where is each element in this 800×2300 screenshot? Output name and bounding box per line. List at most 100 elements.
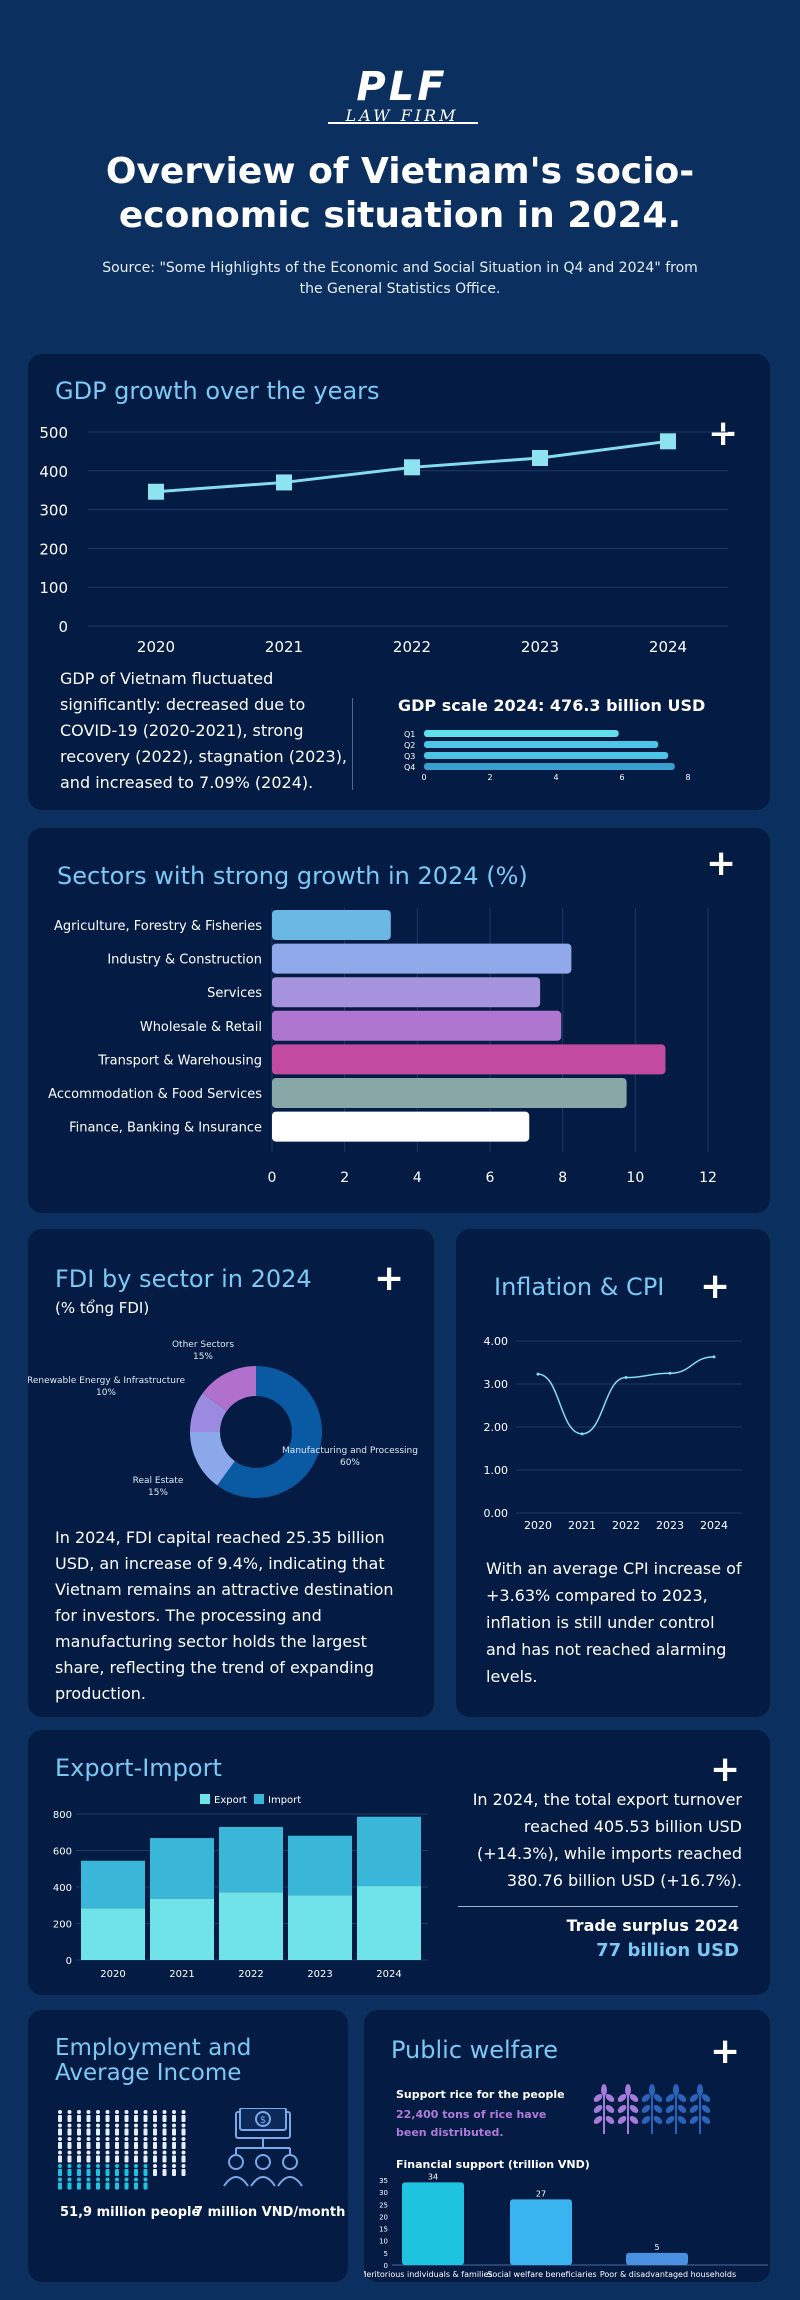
person-icon-body [115,2182,119,2190]
trade-y-tick: 400 [53,1883,72,1894]
person-icon-body [153,2155,157,2163]
employment-income: 7 million VND/month [194,2205,346,2220]
person-icon [153,2110,157,2114]
gdp-expand-button[interactable]: + [708,413,739,454]
person-icon [162,2137,167,2141]
welfare-x-tick: Meritorious individuals & families [364,2270,493,2279]
inflation-expand-button[interactable]: + [700,1266,731,1307]
person-icon [86,2110,91,2114]
sectors-bar [272,977,541,1008]
person-icon-body [105,2115,110,2122]
person-icon [58,2110,62,2114]
person-icon-body [134,2155,138,2163]
sectors-x-tick: 8 [558,1170,567,1186]
welfare-bar [626,2252,688,2265]
fdi-slice-label: Manufacturing and Processing [282,1446,418,1456]
person-icon [143,2137,148,2141]
sectors-expand-button[interactable]: + [706,843,737,884]
gdp-quarter-x-tick: 0 [421,773,426,782]
person-icon-body [96,2128,100,2136]
gdp-title: GDP growth over the years [55,377,380,405]
wheat-grain [677,2116,687,2124]
trade-legend-import: Import [268,1795,301,1806]
person-icon [181,2137,186,2141]
person-icon [115,2164,119,2168]
person-icon [105,2164,110,2168]
trade-expand-button[interactable]: + [710,1749,741,1790]
trade-surplus-label: Trade surplus 2024 [566,1916,739,1935]
gdp-quarter-bar [424,752,669,759]
sectors-category-label: Agriculture, Forestry & Fisheries [54,919,262,934]
gdp-quarter-label: Q4 [404,763,415,772]
sectors-bar [272,1111,530,1142]
gdp-x-tick: 2024 [649,638,687,656]
wheat-grain [593,2105,603,2113]
fdi-card: FDI by sector in 2024 (% tổng FDI) + Man… [28,1229,434,1717]
sectors-x-tick: 0 [268,1170,277,1186]
trade-bar-export [150,1898,214,1960]
person-icon [115,2123,119,2128]
person-icon [181,2150,186,2155]
employment-title: Employment and Average Income [55,2035,252,2086]
person-icon [96,2150,100,2155]
welfare-expand-button[interactable]: + [710,2031,741,2072]
person-icon-body [77,2169,81,2176]
person-icon-body [153,2169,157,2176]
wheat-grain [665,2105,675,2113]
person-icon-body [172,2142,176,2149]
person-icon [67,2110,72,2114]
trade-legend-swatch-export [200,1794,210,1804]
gdp-scale-title: GDP scale 2024: 476.3 billion USD [398,696,706,715]
person-icon-body [115,2155,119,2163]
welfare-card: Public welfare + Support rice for the pe… [364,2010,770,2282]
sectors-x-tick: 4 [413,1170,422,1186]
cpi-point [624,1376,628,1380]
source-note: Source: "Some Highlights of the Economic… [102,260,698,297]
trade-bar-export [357,1886,421,1960]
person-icon [172,2150,176,2155]
page-title: Overview of Vietnam's socio-economic sit… [105,151,695,236]
trade-y-tick: 0 [66,1956,72,1967]
person-icon [115,2110,119,2114]
fdi-expand-button[interactable]: + [374,1258,405,1299]
person-icon [124,2137,129,2141]
person-icon [162,2123,167,2128]
person-icon-body [77,2155,81,2163]
trade-y-tick: 200 [53,1920,72,1931]
fdi-slice-value: 15% [193,1352,213,1362]
wheat-tip [601,2084,607,2096]
person-icon-body [105,2155,110,2163]
wheat-tip [673,2084,679,2096]
wheat-grain [653,2094,663,2102]
welfare-bar-value: 27 [536,2189,546,2198]
person-icon [172,2110,176,2114]
person-icon-body [162,2155,167,2163]
person-icon-body [67,2155,72,2163]
trade-legend-export: Export [214,1795,247,1806]
wheat-grain [677,2094,687,2102]
fdi-donut-chart: Manufacturing and Processing 60% Real Esta… [28,1340,418,1498]
person-icon-body [67,2169,72,2176]
sectors-x-tick: 10 [626,1170,644,1186]
gdp-divider [352,698,353,790]
person-icon [58,2137,62,2141]
person-icon-body [77,2182,81,2190]
person-icon [86,2164,91,2168]
person-icon [105,2123,110,2128]
person-icon [67,2177,72,2182]
person-icon-body [162,2128,167,2136]
person-icon-body [124,2128,129,2136]
person-icon-body [172,2128,176,2136]
person-icon-body [115,2128,119,2136]
cpi-point [580,1432,584,1436]
gdp-x-tick: 2023 [521,638,559,656]
wheat-tip [697,2084,703,2096]
person-icon [67,2123,72,2128]
person-icon [134,2137,138,2141]
person-icon [105,2177,110,2182]
person-icon-body [134,2115,138,2122]
gdp-quarter-label: Q3 [404,752,415,761]
gdp-point [276,474,292,491]
person-icon [124,2164,129,2168]
wheat-grain [665,2094,675,2102]
